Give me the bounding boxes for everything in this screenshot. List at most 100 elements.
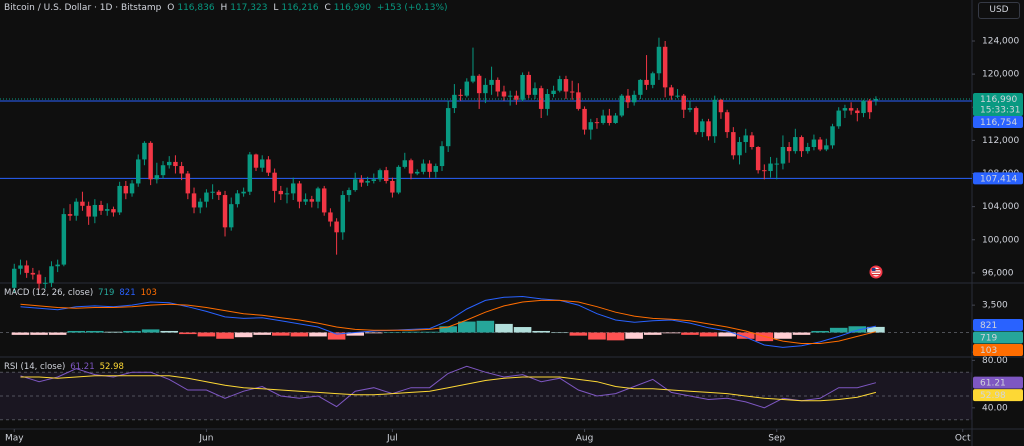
candle-body	[421, 163, 426, 172]
event-icon[interactable]	[869, 265, 883, 279]
histogram-column	[179, 332, 197, 335]
candle-body	[619, 95, 624, 116]
candle-body	[638, 79, 643, 95]
histogram-column	[272, 332, 290, 336]
candle-body	[867, 100, 872, 113]
histogram-column	[774, 332, 792, 339]
candle-body	[173, 161, 178, 167]
indicator-line	[20, 375, 877, 402]
candle-body	[117, 185, 122, 213]
candle-body	[235, 193, 240, 205]
legend-value: 103	[140, 288, 157, 298]
candle-body	[861, 100, 866, 114]
value-tag-bg	[973, 331, 1023, 344]
candle-body	[247, 154, 253, 192]
histogram-column	[829, 327, 848, 333]
candle-body	[228, 204, 234, 228]
candle-body	[402, 160, 408, 167]
candle-body	[582, 108, 587, 130]
candle-body	[30, 272, 36, 275]
candle-body	[272, 172, 277, 191]
x-tick-label: Jul	[386, 434, 398, 444]
candle-body	[427, 163, 432, 172]
currency-button[interactable]: USD	[978, 2, 1020, 19]
indicator-line	[20, 365, 877, 409]
legend-value: 52.98	[99, 362, 124, 372]
hline-tag-bg	[973, 172, 1023, 185]
candle-body	[501, 91, 507, 97]
histogram-column	[439, 326, 457, 333]
candle-body	[706, 121, 711, 137]
candle-body	[762, 170, 767, 172]
indicator-line	[20, 299, 877, 344]
candle-body	[105, 209, 110, 211]
candle-body	[724, 112, 730, 133]
candle-body	[824, 145, 829, 150]
candle-body	[328, 212, 333, 222]
candle-body	[12, 268, 17, 288]
histogram-column	[550, 332, 569, 334]
histogram-column	[513, 327, 532, 333]
candle-body	[799, 137, 804, 152]
hline-tag: 116,754	[980, 118, 1017, 128]
candle-body	[36, 274, 42, 284]
histogram-column	[104, 331, 123, 333]
candle-body	[98, 204, 104, 211]
candle-body	[49, 266, 54, 283]
candle-body	[700, 121, 705, 133]
candle-body	[43, 282, 48, 284]
candle-body	[470, 75, 476, 82]
candle-body	[681, 95, 686, 110]
candle-body	[297, 183, 302, 202]
y-tick-label: 104,000	[982, 202, 1019, 212]
candle-body	[136, 159, 141, 184]
candle-body	[576, 92, 581, 109]
y-tick-label: 112,000	[982, 136, 1019, 146]
indicator-legend: RSI (14, close) 61.21 52.98	[4, 362, 129, 372]
candle-body	[222, 195, 228, 228]
histogram-column	[606, 332, 625, 341]
candle-body	[340, 195, 346, 233]
candle-body	[359, 179, 364, 183]
symbol[interactable]: Bitcoin / U.S. Dollar · 1D · Bitstamp	[4, 3, 162, 13]
candle-body	[495, 79, 501, 92]
candle-body	[669, 87, 674, 96]
candle-body	[414, 171, 420, 174]
candle-body	[780, 147, 786, 164]
histogram-column	[216, 332, 234, 339]
candle-body	[644, 79, 649, 85]
y-tick-label: 3,500	[982, 301, 1008, 311]
ohlc-key: H	[220, 3, 228, 13]
histogram-column	[569, 332, 588, 336]
candle-body	[167, 161, 172, 166]
y-tick-label: 100,000	[982, 235, 1019, 245]
candle-body	[253, 154, 259, 168]
candle-body	[284, 193, 290, 195]
histogram-column	[11, 332, 30, 335]
candle-body	[160, 165, 166, 176]
candle-body	[278, 190, 284, 195]
candle-body	[266, 159, 271, 173]
histogram-column	[309, 332, 327, 337]
candle-body	[731, 132, 736, 156]
candle-body	[489, 79, 494, 85]
x-tick-label: Oct	[955, 434, 971, 444]
histogram-column	[736, 332, 755, 339]
candle-body	[80, 201, 85, 206]
candle-body	[613, 115, 618, 123]
histogram-column	[48, 332, 67, 335]
candle-body	[18, 265, 23, 269]
histogram-column	[643, 332, 662, 335]
candle-body	[67, 214, 73, 216]
candle-body	[204, 192, 209, 202]
candle-body	[148, 142, 153, 180]
legend-value: 719	[98, 288, 115, 298]
candle-body	[538, 88, 544, 109]
candle-body	[445, 108, 451, 147]
histogram-column	[848, 326, 867, 333]
candle-body	[290, 183, 296, 194]
histogram-column	[160, 330, 179, 333]
candle-body	[346, 190, 352, 196]
